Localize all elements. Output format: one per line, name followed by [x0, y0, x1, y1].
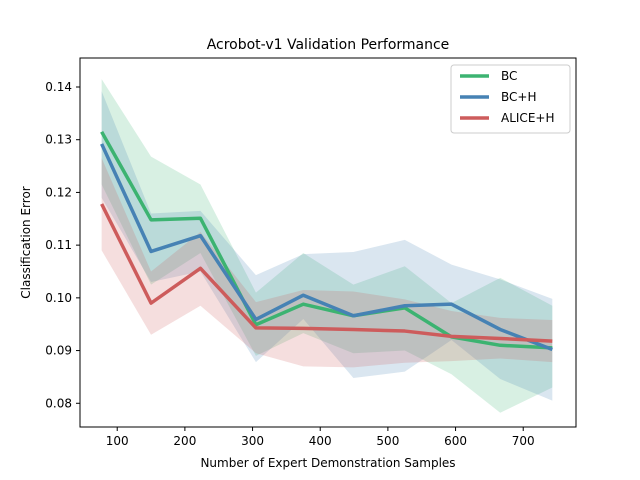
x-tick-label: 300: [241, 434, 264, 448]
x-tick-label: 100: [106, 434, 129, 448]
band-alice-h: [101, 158, 553, 368]
y-axis: 0.08 0.09 0.10 0.11 0.12 0.13 0.14: [45, 80, 80, 410]
line-alice-h: [100, 203, 553, 343]
plot-frame: [79, 57, 577, 428]
y-tick-label: 0.11: [45, 238, 72, 252]
chart-title: Acrobot-v1 Validation Performance: [207, 37, 450, 53]
x-tick-label: 500: [376, 434, 399, 448]
legend: BC BC+H ALICE+H: [450, 64, 571, 134]
x-axis: 100 200 300 400 500 600 700: [106, 427, 535, 448]
y-tick-label: 0.13: [45, 133, 72, 147]
legend-label: ALICE+H: [501, 111, 554, 125]
band-bc-h: [101, 91, 553, 401]
y-tick-label: 0.09: [45, 344, 72, 358]
x-tick-label: 700: [512, 434, 535, 448]
series-lines: [100, 130, 553, 352]
legend-label: BC+H: [501, 90, 536, 104]
y-tick-label: 0.14: [45, 80, 72, 94]
y-tick-label: 0.12: [45, 185, 72, 199]
legend-label: BC: [501, 69, 517, 83]
y-tick-label: 0.08: [45, 396, 72, 410]
line-bc-h: [100, 143, 553, 352]
line-bc: [100, 130, 553, 350]
x-tick-label: 200: [173, 434, 196, 448]
y-tick-label: 0.10: [45, 291, 72, 305]
x-tick-label: 600: [444, 434, 467, 448]
legend-box: [450, 64, 571, 134]
x-axis-title: Number of Expert Demonstration Samples: [200, 456, 455, 470]
y-axis-title: Classification Error: [19, 186, 33, 299]
x-tick-label: 400: [309, 434, 332, 448]
